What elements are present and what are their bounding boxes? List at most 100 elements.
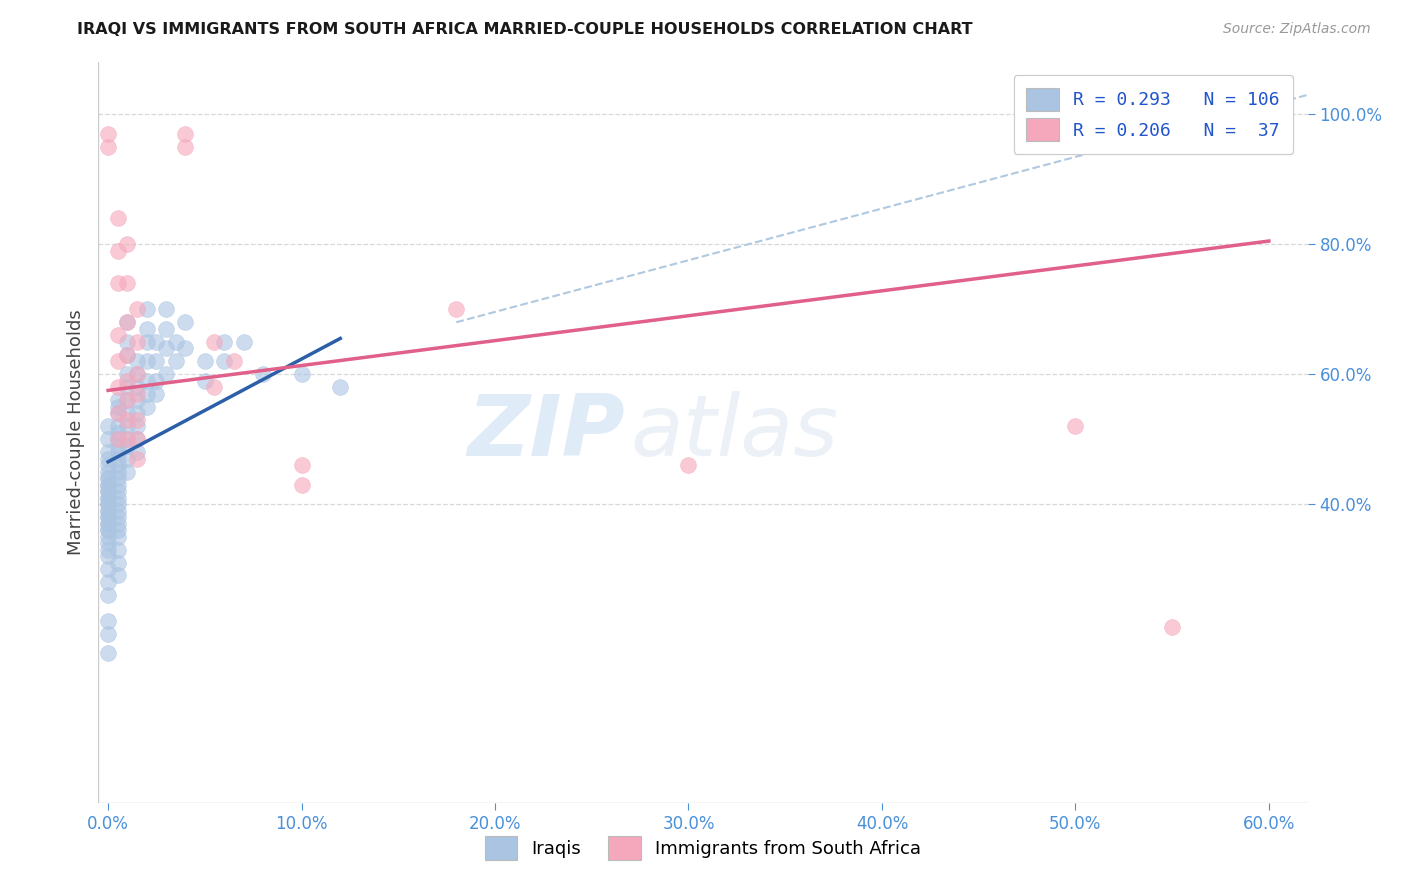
- Point: [117, 406, 139, 420]
- Point: [97, 451, 120, 466]
- Point: [174, 140, 197, 154]
- Point: [145, 374, 167, 388]
- Point: [97, 491, 120, 505]
- Point: [117, 315, 139, 329]
- Point: [107, 491, 129, 505]
- Point: [117, 334, 139, 349]
- Point: [97, 497, 120, 511]
- Text: atlas: atlas: [630, 391, 838, 475]
- Point: [117, 315, 139, 329]
- Point: [97, 529, 120, 543]
- Point: [127, 380, 149, 394]
- Point: [107, 556, 129, 570]
- Point: [107, 328, 129, 343]
- Point: [97, 562, 120, 576]
- Point: [97, 647, 120, 661]
- Point: [1161, 620, 1184, 634]
- Point: [155, 341, 177, 355]
- Point: [117, 451, 139, 466]
- Point: [97, 491, 120, 505]
- Point: [97, 445, 120, 459]
- Point: [97, 510, 120, 524]
- Point: [127, 393, 149, 408]
- Point: [97, 549, 120, 563]
- Point: [212, 354, 235, 368]
- Point: [127, 412, 149, 426]
- Point: [446, 302, 468, 317]
- Point: [107, 503, 129, 517]
- Point: [97, 503, 120, 517]
- Y-axis label: Married-couple Households: Married-couple Households: [66, 310, 84, 556]
- Point: [97, 516, 120, 531]
- Point: [204, 334, 226, 349]
- Point: [97, 465, 120, 479]
- Point: [107, 425, 129, 440]
- Point: [329, 380, 352, 394]
- Point: [135, 322, 157, 336]
- Point: [174, 315, 197, 329]
- Point: [127, 354, 149, 368]
- Point: [97, 510, 120, 524]
- Point: [117, 367, 139, 381]
- Point: [107, 542, 129, 557]
- Legend: R = 0.293   N = 106, R = 0.206   N =  37: R = 0.293 N = 106, R = 0.206 N = 37: [1014, 75, 1292, 154]
- Legend: Iraqis, Immigrants from South Africa: Iraqis, Immigrants from South Africa: [470, 822, 936, 874]
- Point: [97, 497, 120, 511]
- Point: [174, 127, 197, 141]
- Point: [155, 322, 177, 336]
- Point: [155, 367, 177, 381]
- Point: [117, 393, 139, 408]
- Point: [107, 406, 129, 420]
- Point: [145, 334, 167, 349]
- Point: [107, 400, 129, 414]
- Point: [127, 386, 149, 401]
- Point: [107, 484, 129, 499]
- Point: [107, 432, 129, 446]
- Point: [117, 419, 139, 434]
- Point: [1064, 419, 1087, 434]
- Point: [107, 445, 129, 459]
- Point: [135, 302, 157, 317]
- Point: [97, 432, 120, 446]
- Point: [97, 523, 120, 537]
- Point: [117, 465, 139, 479]
- Point: [97, 484, 120, 499]
- Point: [97, 471, 120, 485]
- Point: [107, 393, 129, 408]
- Point: [194, 374, 217, 388]
- Point: [107, 354, 129, 368]
- Text: Source: ZipAtlas.com: Source: ZipAtlas.com: [1223, 22, 1371, 37]
- Point: [127, 451, 149, 466]
- Point: [127, 367, 149, 381]
- Point: [107, 458, 129, 472]
- Point: [97, 627, 120, 641]
- Point: [290, 367, 312, 381]
- Point: [107, 211, 129, 226]
- Point: [97, 471, 120, 485]
- Point: [135, 374, 157, 388]
- Point: [127, 419, 149, 434]
- Point: [145, 354, 167, 368]
- Point: [107, 432, 129, 446]
- Point: [107, 439, 129, 453]
- Point: [117, 277, 139, 291]
- Point: [135, 354, 157, 368]
- Point: [127, 432, 149, 446]
- Point: [107, 497, 129, 511]
- Point: [127, 406, 149, 420]
- Point: [127, 445, 149, 459]
- Point: [155, 302, 177, 317]
- Point: [97, 542, 120, 557]
- Point: [107, 277, 129, 291]
- Point: [135, 386, 157, 401]
- Point: [97, 523, 120, 537]
- Point: [117, 393, 139, 408]
- Point: [117, 348, 139, 362]
- Point: [107, 568, 129, 582]
- Point: [117, 439, 139, 453]
- Point: [97, 588, 120, 602]
- Point: [174, 341, 197, 355]
- Point: [107, 380, 129, 394]
- Point: [252, 367, 274, 381]
- Point: [117, 348, 139, 362]
